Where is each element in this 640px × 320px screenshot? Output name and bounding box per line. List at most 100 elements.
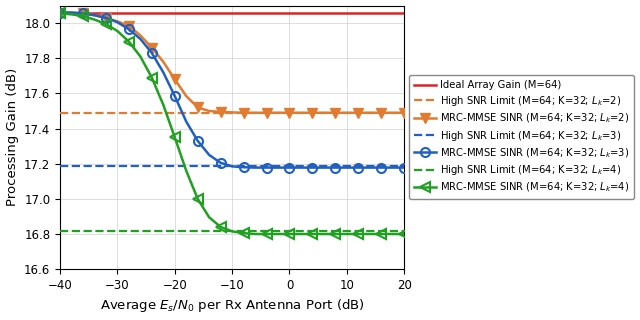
MRC-MMSE SINR (M=64; K=32; $L_k$=4)	[171, 135, 179, 139]
MRC-MMSE SINR (M=64; K=32; $L_k$=3)	[205, 153, 213, 157]
MRC-MMSE SINR (M=64; K=32; $L_k$=2)	[217, 110, 225, 114]
MRC-MMSE SINR (M=64; K=32; $L_k$=3)	[320, 166, 328, 170]
Line: MRC-MMSE SINR (M=64; K=32; $L_k$=4): MRC-MMSE SINR (M=64; K=32; $L_k$=4)	[56, 9, 409, 238]
MRC-MMSE SINR (M=64; K=32; $L_k$=2)	[171, 77, 179, 81]
MRC-MMSE SINR (M=64; K=32; $L_k$=2)	[332, 111, 339, 115]
MRC-MMSE SINR (M=64; K=32; $L_k$=4)	[400, 232, 408, 236]
MRC-MMSE SINR (M=64; K=32; $L_k$=4)	[252, 232, 259, 236]
MRC-MMSE SINR (M=64; K=32; $L_k$=2)	[56, 11, 64, 14]
MRC-MMSE SINR (M=64; K=32; $L_k$=2)	[252, 111, 259, 115]
MRC-MMSE SINR (M=64; K=32; $L_k$=3)	[91, 13, 99, 17]
MRC-MMSE SINR (M=64; K=32; $L_k$=4)	[91, 18, 99, 21]
MRC-MMSE SINR (M=64; K=32; $L_k$=3)	[400, 166, 408, 170]
MRC-MMSE SINR (M=64; K=32; $L_k$=3)	[308, 166, 316, 170]
MRC-MMSE SINR (M=64; K=32; $L_k$=3)	[56, 11, 64, 14]
MRC-MMSE SINR (M=64; K=32; $L_k$=2)	[378, 111, 385, 115]
MRC-MMSE SINR (M=64; K=32; $L_k$=3)	[136, 37, 144, 41]
MRC-MMSE SINR (M=64; K=32; $L_k$=3)	[274, 166, 282, 170]
MRC-MMSE SINR (M=64; K=32; $L_k$=4)	[102, 22, 110, 26]
MRC-MMSE SINR (M=64; K=32; $L_k$=3)	[171, 94, 179, 98]
MRC-MMSE SINR (M=64; K=32; $L_k$=3)	[79, 12, 87, 15]
MRC-MMSE SINR (M=64; K=32; $L_k$=4)	[366, 232, 374, 236]
MRC-MMSE SINR (M=64; K=32; $L_k$=3)	[355, 166, 362, 170]
MRC-MMSE SINR (M=64; K=32; $L_k$=3)	[343, 166, 351, 170]
Line: MRC-MMSE SINR (M=64; K=32; $L_k$=2): MRC-MMSE SINR (M=64; K=32; $L_k$=2)	[56, 8, 409, 117]
High SNR Limit (M=64; K=32; $L_k$=3)	[291, 164, 299, 168]
MRC-MMSE SINR (M=64; K=32; $L_k$=3)	[68, 11, 76, 14]
MRC-MMSE SINR (M=64; K=32; $L_k$=4)	[378, 232, 385, 236]
MRC-MMSE SINR (M=64; K=32; $L_k$=3)	[366, 166, 374, 170]
MRC-MMSE SINR (M=64; K=32; $L_k$=4)	[343, 232, 351, 236]
MRC-MMSE SINR (M=64; K=32; $L_k$=2)	[91, 13, 99, 17]
MRC-MMSE SINR (M=64; K=32; $L_k$=4)	[113, 29, 121, 33]
MRC-MMSE SINR (M=64; K=32; $L_k$=4)	[68, 12, 76, 16]
MRC-MMSE SINR (M=64; K=32; $L_k$=4)	[148, 76, 156, 80]
MRC-MMSE SINR (M=64; K=32; $L_k$=2)	[240, 111, 248, 115]
MRC-MMSE SINR (M=64; K=32; $L_k$=4)	[320, 232, 328, 236]
Y-axis label: Processing Gain (dB): Processing Gain (dB)	[6, 68, 19, 206]
MRC-MMSE SINR (M=64; K=32; $L_k$=4)	[355, 232, 362, 236]
MRC-MMSE SINR (M=64; K=32; $L_k$=3)	[378, 166, 385, 170]
High SNR Limit (M=64; K=32; $L_k$=2)	[291, 111, 299, 115]
MRC-MMSE SINR (M=64; K=32; $L_k$=3)	[159, 70, 167, 74]
MRC-MMSE SINR (M=64; K=32; $L_k$=2)	[182, 94, 190, 98]
MRC-MMSE SINR (M=64; K=32; $L_k$=3)	[262, 166, 270, 170]
MRC-MMSE SINR (M=64; K=32; $L_k$=3)	[182, 120, 190, 124]
MRC-MMSE SINR (M=64; K=32; $L_k$=2)	[389, 111, 397, 115]
MRC-MMSE SINR (M=64; K=32; $L_k$=3)	[148, 51, 156, 55]
MRC-MMSE SINR (M=64; K=32; $L_k$=2)	[102, 16, 110, 20]
MRC-MMSE SINR (M=64; K=32; $L_k$=4)	[182, 169, 190, 173]
MRC-MMSE SINR (M=64; K=32; $L_k$=3)	[389, 166, 397, 170]
MRC-MMSE SINR (M=64; K=32; $L_k$=3)	[252, 166, 259, 170]
MRC-MMSE SINR (M=64; K=32; $L_k$=2)	[274, 111, 282, 115]
MRC-MMSE SINR (M=64; K=32; $L_k$=2)	[308, 111, 316, 115]
MRC-MMSE SINR (M=64; K=32; $L_k$=3)	[125, 28, 132, 31]
MRC-MMSE SINR (M=64; K=32; $L_k$=2)	[205, 109, 213, 113]
Line: MRC-MMSE SINR (M=64; K=32; $L_k$=3): MRC-MMSE SINR (M=64; K=32; $L_k$=3)	[56, 8, 409, 172]
X-axis label: Average $E_s/N_0$ per Rx Antenna Port (dB): Average $E_s/N_0$ per Rx Antenna Port (d…	[100, 298, 365, 315]
Ideal Array Gain (M=64)	[285, 11, 293, 14]
MRC-MMSE SINR (M=64; K=32; $L_k$=4)	[125, 40, 132, 44]
Legend: Ideal Array Gain (M=64), High SNR Limit (M=64; K=32; $L_k$=2), MRC-MMSE SINR (M=: Ideal Array Gain (M=64), High SNR Limit …	[409, 76, 634, 199]
MRC-MMSE SINR (M=64; K=32; $L_k$=4)	[332, 232, 339, 236]
MRC-MMSE SINR (M=64; K=32; $L_k$=2)	[355, 111, 362, 115]
MRC-MMSE SINR (M=64; K=32; $L_k$=4)	[217, 225, 225, 229]
MRC-MMSE SINR (M=64; K=32; $L_k$=2)	[343, 111, 351, 115]
MRC-MMSE SINR (M=64; K=32; $L_k$=2)	[285, 111, 293, 115]
MRC-MMSE SINR (M=64; K=32; $L_k$=2)	[113, 20, 121, 23]
MRC-MMSE SINR (M=64; K=32; $L_k$=2)	[320, 111, 328, 115]
High SNR Limit (M=64; K=32; $L_k$=4)	[291, 229, 299, 233]
MRC-MMSE SINR (M=64; K=32; $L_k$=4)	[240, 231, 248, 235]
MRC-MMSE SINR (M=64; K=32; $L_k$=4)	[285, 232, 293, 236]
MRC-MMSE SINR (M=64; K=32; $L_k$=2)	[228, 110, 236, 114]
MRC-MMSE SINR (M=64; K=32; $L_k$=3)	[240, 165, 248, 169]
MRC-MMSE SINR (M=64; K=32; $L_k$=2)	[136, 34, 144, 37]
High SNR Limit (M=64; K=32; $L_k$=3)	[285, 164, 293, 168]
MRC-MMSE SINR (M=64; K=32; $L_k$=3)	[297, 166, 305, 170]
MRC-MMSE SINR (M=64; K=32; $L_k$=2)	[297, 111, 305, 115]
Ideal Array Gain (M=64)	[291, 11, 299, 14]
MRC-MMSE SINR (M=64; K=32; $L_k$=3)	[332, 166, 339, 170]
MRC-MMSE SINR (M=64; K=32; $L_k$=4)	[262, 232, 270, 236]
MRC-MMSE SINR (M=64; K=32; $L_k$=4)	[194, 197, 202, 201]
MRC-MMSE SINR (M=64; K=32; $L_k$=4)	[205, 215, 213, 219]
High SNR Limit (M=64; K=32; $L_k$=2)	[285, 111, 293, 115]
MRC-MMSE SINR (M=64; K=32; $L_k$=2)	[125, 24, 132, 28]
MRC-MMSE SINR (M=64; K=32; $L_k$=2)	[366, 111, 374, 115]
MRC-MMSE SINR (M=64; K=32; $L_k$=4)	[308, 232, 316, 236]
High SNR Limit (M=64; K=32; $L_k$=4)	[285, 229, 293, 233]
MRC-MMSE SINR (M=64; K=32; $L_k$=4)	[228, 229, 236, 233]
MRC-MMSE SINR (M=64; K=32; $L_k$=3)	[194, 139, 202, 143]
MRC-MMSE SINR (M=64; K=32; $L_k$=2)	[400, 111, 408, 115]
MRC-MMSE SINR (M=64; K=32; $L_k$=2)	[262, 111, 270, 115]
MRC-MMSE SINR (M=64; K=32; $L_k$=2)	[194, 106, 202, 109]
MRC-MMSE SINR (M=64; K=32; $L_k$=2)	[68, 11, 76, 14]
MRC-MMSE SINR (M=64; K=32; $L_k$=2)	[79, 12, 87, 15]
MRC-MMSE SINR (M=64; K=32; $L_k$=4)	[297, 232, 305, 236]
MRC-MMSE SINR (M=64; K=32; $L_k$=4)	[389, 232, 397, 236]
MRC-MMSE SINR (M=64; K=32; $L_k$=2)	[159, 60, 167, 64]
MRC-MMSE SINR (M=64; K=32; $L_k$=3)	[228, 164, 236, 168]
MRC-MMSE SINR (M=64; K=32; $L_k$=3)	[113, 20, 121, 24]
MRC-MMSE SINR (M=64; K=32; $L_k$=4)	[56, 12, 64, 15]
MRC-MMSE SINR (M=64; K=32; $L_k$=4)	[274, 232, 282, 236]
